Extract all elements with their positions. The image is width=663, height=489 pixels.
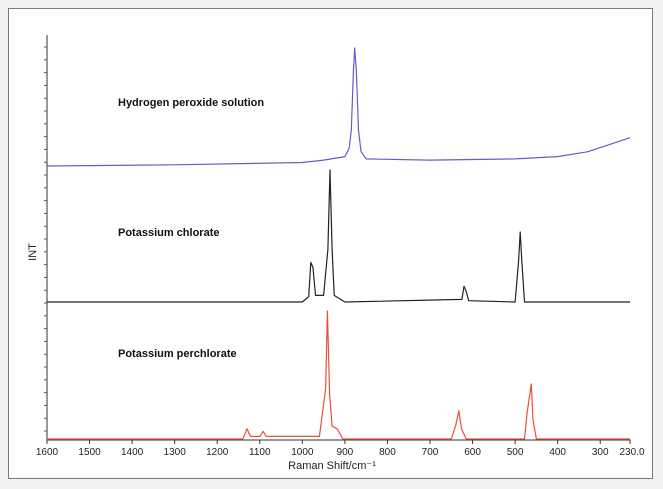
x-tick-label: 1400 xyxy=(121,447,144,458)
x-tick-label: 400 xyxy=(549,447,566,458)
y-axis-label: INT xyxy=(27,243,39,261)
trace-label-hydrogen-peroxide: Hydrogen peroxide solution xyxy=(118,97,264,109)
series-line-2 xyxy=(47,169,630,303)
x-tick-label: 1000 xyxy=(291,447,314,458)
x-tick-label: 1500 xyxy=(78,447,101,458)
x-tick-label: 1600 xyxy=(36,447,59,458)
trace-label-potassium-chlorate: Potassium chlorate xyxy=(118,227,219,239)
x-tick-label: 800 xyxy=(379,447,396,458)
traces xyxy=(46,47,631,440)
x-tick-label: 700 xyxy=(422,447,439,458)
trace-label-potassium-perchlorate: Potassium perchlorate xyxy=(118,348,237,360)
axes: 1600 1500 1400 1300 1200 1100 1000 900 800 700 600… xyxy=(36,35,645,458)
x-tick-label: 1200 xyxy=(206,447,229,458)
x-tick-label: 500 xyxy=(507,447,524,458)
x-tick-label: 900 xyxy=(337,447,354,458)
x-tick-label: 1100 xyxy=(249,447,271,458)
series-line-3 xyxy=(47,310,630,440)
series-line-1 xyxy=(46,47,631,167)
x-tick-label: 600 xyxy=(464,447,481,458)
x-tick-label: 1300 xyxy=(164,447,187,458)
x-axis-label: Raman Shift/cm⁻¹ xyxy=(288,460,376,472)
x-tick-label: 230.0 xyxy=(619,447,644,458)
x-tick-label: 300 xyxy=(592,447,609,458)
